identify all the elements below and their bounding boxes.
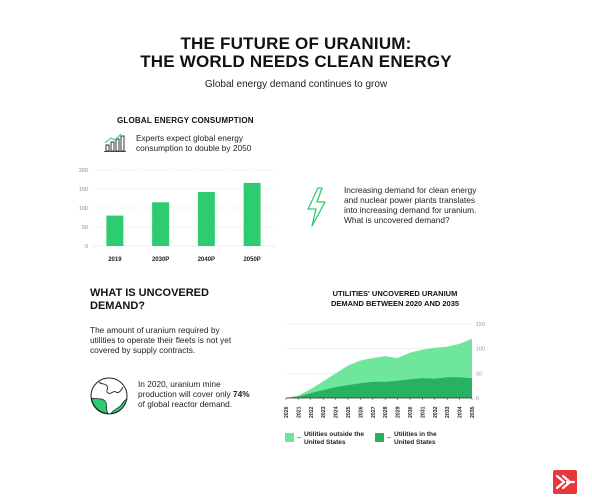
- area-x-tick-label: 2020: [284, 406, 290, 418]
- bar-y-tick-label: 150: [79, 187, 88, 193]
- area-x-tick-label: 2024: [334, 406, 340, 418]
- page-subtitle: Global energy demand continues to grow: [204, 79, 388, 90]
- globe-icon: [89, 376, 129, 416]
- legend-label-outside: Utilities outside the United States: [304, 431, 364, 446]
- area-x-tick-label: 2026: [358, 406, 364, 418]
- area-x-tick-label: 2022: [309, 406, 315, 418]
- demand-note: Increasing demand for clean energy and n…: [344, 185, 477, 225]
- legend-dash-outside: [297, 437, 301, 438]
- uncovered-title: WHAT IS UNCOVERED DEMAND?: [90, 287, 209, 313]
- uncovered-title-line1: WHAT IS UNCOVERED: [90, 287, 209, 299]
- consumption-note: Experts expect global energy consumption…: [136, 133, 252, 153]
- area-x-tick-label: 2030: [408, 406, 414, 418]
- area-x-tick-label: 2029: [396, 406, 402, 418]
- area-chart-title: UTILITIES' UNCOVERED URANIUM DEMAND BETW…: [300, 289, 490, 309]
- brand-logo-icon: [553, 470, 577, 494]
- bar: [152, 202, 170, 246]
- area-x-tick-label: 2031: [420, 406, 426, 418]
- page-title-line2: THE WORLD NEEDS CLEAN ENERGY: [140, 52, 452, 71]
- uncovered-title-line2: DEMAND?: [90, 300, 145, 312]
- area-chart-legend: Utilities outside the United States Util…: [285, 431, 485, 451]
- area-y-tick-label: 150: [476, 322, 485, 328]
- bar-x-tick-label: 2019: [108, 257, 122, 263]
- area-x-tick-label: 2027: [371, 406, 377, 418]
- area-series-us: [286, 377, 472, 398]
- area-y-tick-label: 0: [476, 396, 479, 402]
- area-x-tick-label: 2032: [433, 406, 439, 418]
- fact-text-after: of global reactor demand.: [138, 399, 233, 409]
- legend-swatch-us: [375, 433, 384, 442]
- bar: [106, 215, 124, 246]
- uncovered-definition: The amount of uranium required by utilit…: [90, 325, 232, 355]
- area-x-tick-label: 2023: [321, 406, 327, 418]
- area-x-tick-label: 2025: [346, 406, 352, 418]
- area-chart-title-line1: UTILITIES' UNCOVERED URANIUM: [332, 289, 458, 298]
- bar-x-tick-label: 2030P: [152, 257, 169, 263]
- legend-dash-us: [387, 437, 391, 438]
- area-x-tick-label: 2021: [296, 406, 302, 418]
- energy-consumption-bar-chart: 0 50 100 150 200 2019 2030P 2040P 2050P: [79, 168, 275, 263]
- bar-y-tick-label: 0: [85, 244, 88, 250]
- bar-x-tick-label: 2050P: [243, 257, 260, 263]
- bar-y-tick-label: 200: [79, 168, 88, 174]
- bar: [243, 182, 261, 246]
- legend-label-us: Utilities in the United States: [394, 431, 437, 446]
- fact-highlight: 74%: [233, 389, 250, 399]
- uncovered-fact: In 2020, uranium mine production will co…: [138, 379, 258, 409]
- bar-y-tick-label: 50: [82, 225, 88, 231]
- area-x-tick-label: 2034: [458, 406, 464, 418]
- bar-x-tick-label: 2040P: [198, 257, 215, 263]
- area-x-tick-label: 2033: [445, 406, 451, 418]
- area-x-tick-label: 2035: [470, 406, 476, 418]
- area-chart-title-line2: DEMAND BETWEEN 2020 AND 2035: [330, 299, 460, 308]
- page-title-line1: THE FUTURE OF URANIUM:: [180, 34, 412, 53]
- uncovered-demand-area-chart: 0 50 100 150 2020 2021 2022 2023 2024 2025 2026 202…: [284, 322, 485, 418]
- area-y-tick-label: 50: [476, 371, 482, 377]
- bar-chart-icon: [103, 133, 127, 153]
- lightning-icon: [303, 186, 329, 228]
- area-y-tick-label: 100: [476, 347, 485, 353]
- legend-swatch-outside: [285, 433, 294, 442]
- area-x-tick-label: 2028: [383, 406, 389, 418]
- bar-y-tick-label: 100: [79, 206, 88, 212]
- bar: [197, 192, 215, 246]
- consumption-title: GLOBAL ENERGY CONSUMPTION: [117, 116, 254, 125]
- fact-text-before: In 2020, uranium mine production will co…: [138, 379, 233, 399]
